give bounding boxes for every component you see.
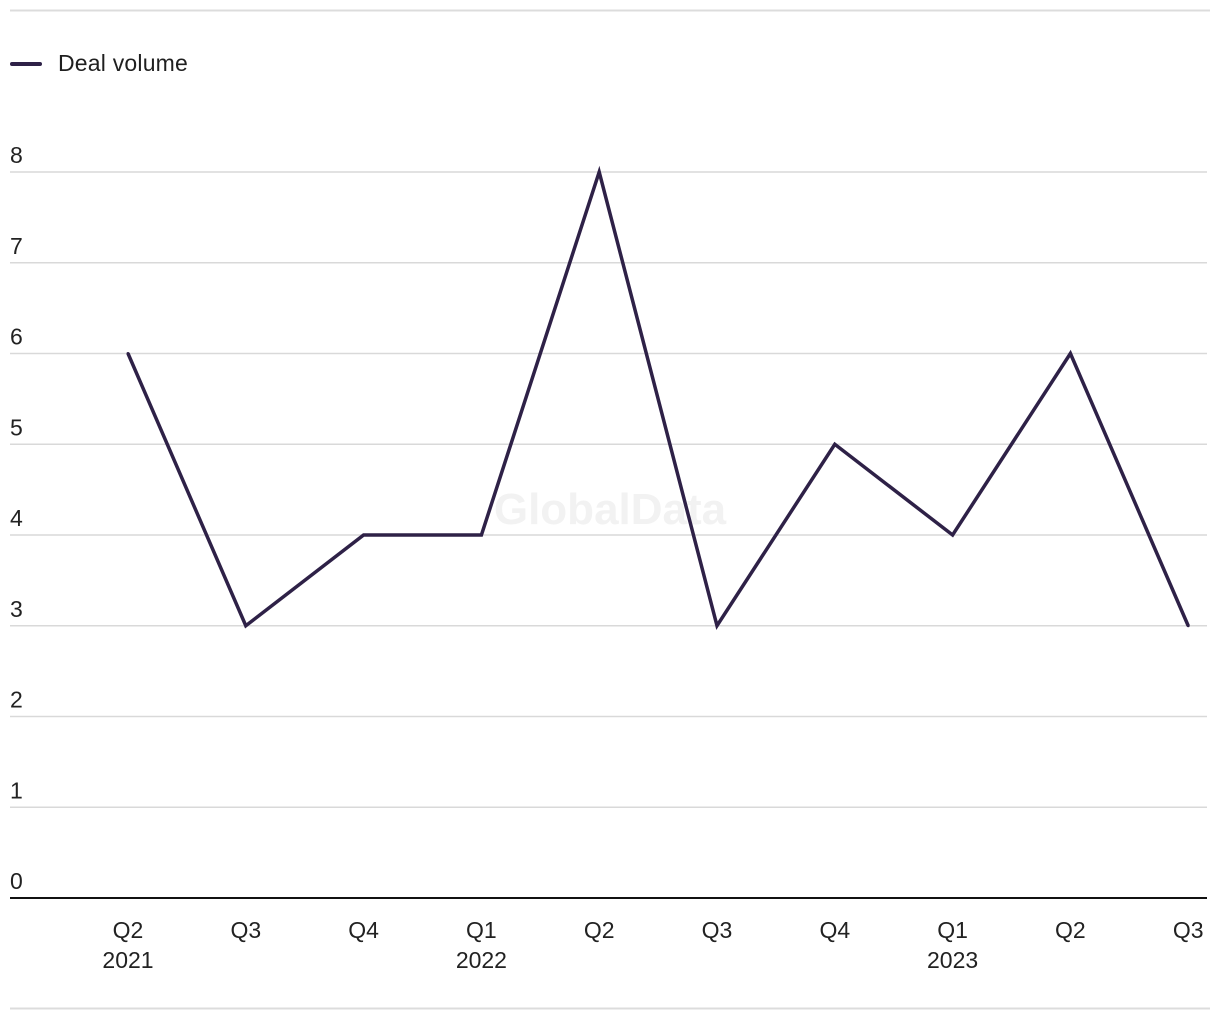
x-tick-year-label: 2023 bbox=[927, 947, 978, 973]
x-tick-label: Q3 bbox=[702, 917, 733, 943]
y-tick-label-2: 2 bbox=[10, 687, 23, 713]
data-point bbox=[597, 170, 601, 174]
legend-label-deal-volume: Deal volume bbox=[58, 50, 189, 76]
x-tick-year-label: 2022 bbox=[456, 947, 507, 973]
data-point bbox=[362, 533, 366, 537]
data-point bbox=[1186, 624, 1190, 628]
y-tick-label-4: 4 bbox=[10, 505, 23, 531]
y-tick-label-5: 5 bbox=[10, 414, 23, 440]
x-tick-label: Q3 bbox=[230, 917, 261, 943]
series-line-deal-volume bbox=[126, 165, 1190, 631]
data-point bbox=[479, 533, 483, 537]
x-tick-label: Q2 bbox=[113, 917, 144, 943]
x-tick-label: Q3 bbox=[1173, 917, 1204, 943]
y-tick-label-3: 3 bbox=[10, 596, 23, 622]
y-tick-label-8: 8 bbox=[10, 142, 23, 168]
y-tick-label-0: 0 bbox=[10, 868, 23, 894]
data-point bbox=[244, 624, 248, 628]
data-point bbox=[951, 533, 955, 537]
data-point bbox=[715, 624, 719, 628]
y-tick-label-1: 1 bbox=[10, 777, 23, 803]
x-tick-label: Q1 bbox=[937, 917, 968, 943]
x-tick-label: Q2 bbox=[1055, 917, 1086, 943]
data-point bbox=[126, 352, 130, 355]
y-tick-label-6: 6 bbox=[10, 324, 23, 350]
axis-layer: 0 1 2 3 4 5 6 7 8 Q2 2021 Q3 Q4 Q1 2022 Q2 Q3 Q4 Q1 2023 Q2 Q… bbox=[10, 142, 1207, 973]
legend-swatch-deal-volume bbox=[10, 61, 42, 66]
x-tick-label: Q4 bbox=[348, 917, 379, 943]
legend: Deal volume bbox=[10, 50, 188, 77]
x-tick-year-label: 2021 bbox=[102, 947, 153, 973]
x-tick-label: Q2 bbox=[584, 917, 615, 943]
x-tick-label: Q4 bbox=[819, 917, 850, 943]
series-layer bbox=[126, 165, 1190, 631]
grid-layer bbox=[10, 9, 1210, 1010]
data-point bbox=[1068, 352, 1072, 355]
data-point bbox=[833, 442, 837, 446]
y-tick-label-7: 7 bbox=[10, 233, 23, 259]
x-tick-label: Q1 bbox=[466, 917, 497, 943]
